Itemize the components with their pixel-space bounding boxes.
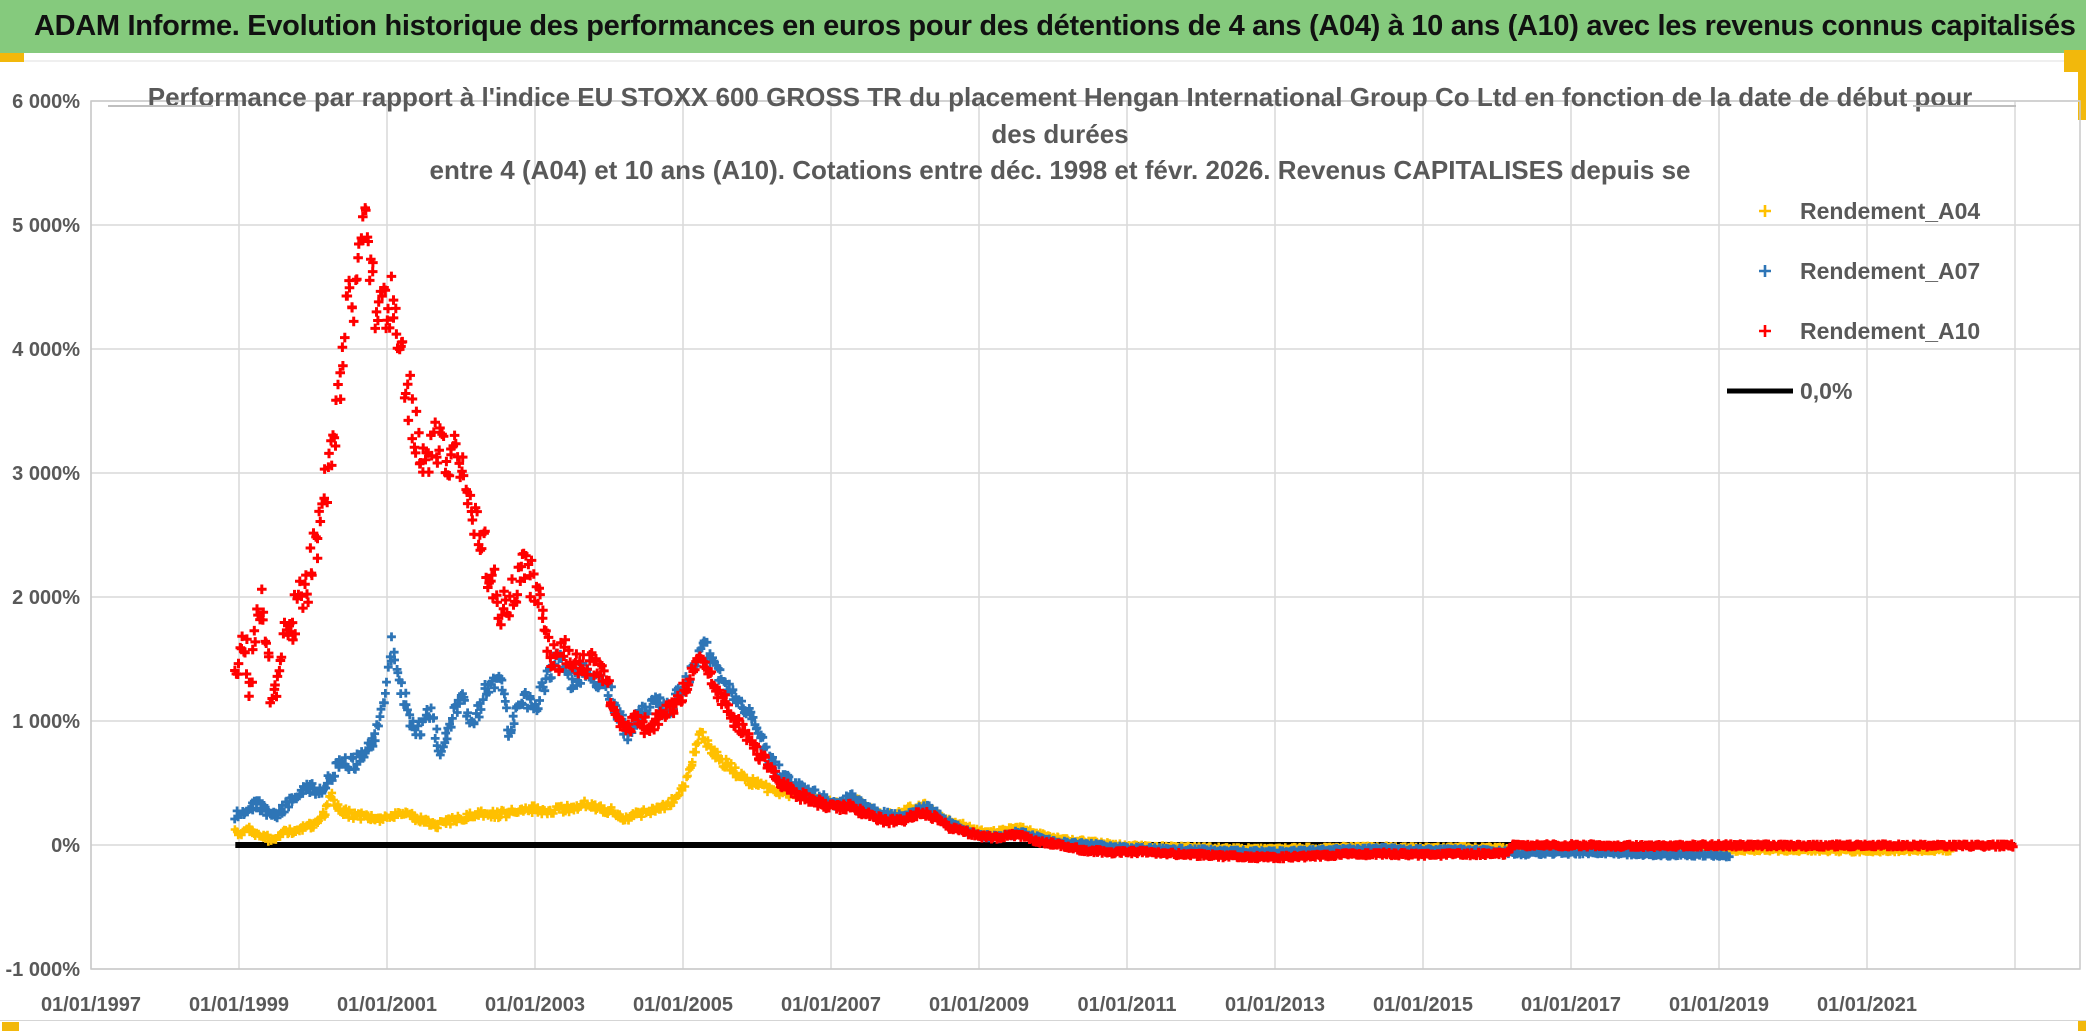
x-tick-label: 01/01/2005 [633,994,733,1016]
chart-series [230,203,2018,864]
chart-title-line: entre 4 (A04) et 10 ans (A10). Cotations… [430,155,1691,185]
y-tick-label: 6 000% [12,91,80,113]
gold-accent-bottom-left [2,1022,19,1031]
chart-title-line: des durées [991,119,1128,149]
y-tick-label: -1 000% [6,959,81,981]
x-tick-label: 01/01/1999 [189,994,289,1016]
gold-accent-top-left [0,53,24,62]
report-title: ADAM Informe. Evolution historique des p… [34,10,2076,42]
x-tick-label: 01/01/2017 [1521,994,1621,1016]
x-tick-label: 01/01/2013 [1225,994,1325,1016]
x-tick-label: 01/01/2019 [1669,994,1769,1016]
x-axis-labels: 01/01/1997 01/01/1999 01/01/2001 01/01/2003… [41,994,1917,1016]
y-tick-label: 4 000% [12,339,80,361]
legend-label: Rendement_A07 [1800,258,1980,284]
header-divider [0,60,2086,62]
x-tick-label: 01/01/2009 [929,994,1029,1016]
gold-accent-right-strip [2078,50,2086,120]
bottom-divider [0,1020,2086,1021]
y-axis-labels: 6 000% 5 000% 4 000% 3 000% 2 000% 1 000% 0% -1… [6,91,81,981]
series-rendement_a10 [230,203,2018,864]
legend-marker-rendement_a07 [1759,265,1771,277]
x-tick-label: 01/01/1997 [41,994,141,1016]
x-tick-label: 01/01/2007 [781,994,881,1016]
plot-border [90,100,2081,970]
x-tick-label: 01/01/2015 [1373,994,1473,1016]
y-tick-label: 1 000% [12,711,80,733]
chart-plot-border [90,100,2081,970]
legend-label: 0,0% [1800,378,1852,404]
y-tick-label: 5 000% [12,215,80,237]
legend-label: Rendement_A10 [1800,318,1980,344]
legend-label: Rendement_A04 [1800,198,1980,224]
legend-marker-rendement_a04 [1759,205,1771,217]
report-header: ADAM Informe. Evolution historique des p… [0,0,2086,53]
x-tick-label: 01/01/2021 [1817,994,1917,1016]
x-tick-label: 01/01/2011 [1078,994,1177,1016]
chart-legend: Rendement_A04 Rendement_A07 Rendement_A10 0… [1727,198,1980,404]
performance-scatter-chart: 6 000% 5 000% 4 000% 3 000% 2 000% 1 000% 0% -1… [6,82,2081,1016]
y-tick-label: 2 000% [12,587,80,609]
legend-marker-rendement_a10 [1759,325,1771,337]
x-tick-label: 01/01/2003 [485,994,585,1016]
chart-title-line: Performance par rapport à l'indice EU ST… [148,82,1973,112]
series-rendement_a04 [230,727,1955,857]
y-tick-label: 3 000% [12,463,80,485]
x-tick-label: 01/01/2001 [337,994,437,1016]
gold-accent-bottom-right [2078,1020,2086,1031]
chart-title-block: Performance par rapport à l'indice EU ST… [108,82,2016,185]
y-tick-label: 0% [51,835,80,857]
